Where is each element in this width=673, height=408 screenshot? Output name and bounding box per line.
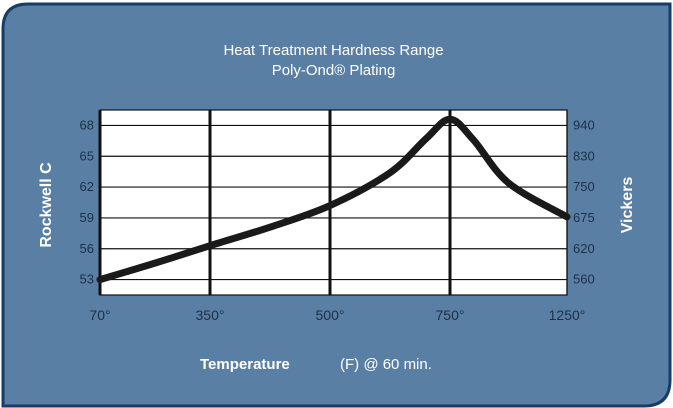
y-right-tick-label: 830 [573,148,595,163]
y-left-tick-label: 53 [80,272,94,287]
tick-labels: 53 560 56 620 59 675 62 750 65 830 68 940 70° 350° 500… [80,117,595,323]
grid-lines [98,109,568,296]
x-tick-label: 70° [89,307,110,323]
x-axis-unit-label: (F) @ 60 min. [340,356,432,373]
y-axis-left-label: Rockwell C [38,162,55,248]
x-tick-label: 500° [316,307,345,323]
x-tick-label: 750° [436,307,465,323]
x-tick-label: 1250° [549,307,586,323]
chart-subtitle: Poly-Ond® Plating [271,62,396,79]
y-axis-right-label: Vickers [619,176,636,234]
y-left-tick-label: 56 [80,241,94,256]
hardness-curve [96,115,571,284]
y-right-tick-label: 940 [573,117,595,132]
plot-border [99,109,568,296]
y-left-tick-label: 59 [80,210,94,225]
y-right-tick-label: 750 [573,179,595,194]
x-tick-label: 350° [196,307,225,323]
y-left-tick-label: 68 [80,117,94,132]
y-left-tick-label: 65 [80,148,94,163]
y-left-tick-label: 62 [80,179,94,194]
chart-title: Heat Treatment Hardness Range [223,42,444,59]
x-axis-label: Temperature [200,356,290,373]
y-right-tick-label: 620 [573,241,595,256]
y-right-tick-label: 560 [573,272,595,287]
y-right-tick-label: 675 [573,210,595,225]
